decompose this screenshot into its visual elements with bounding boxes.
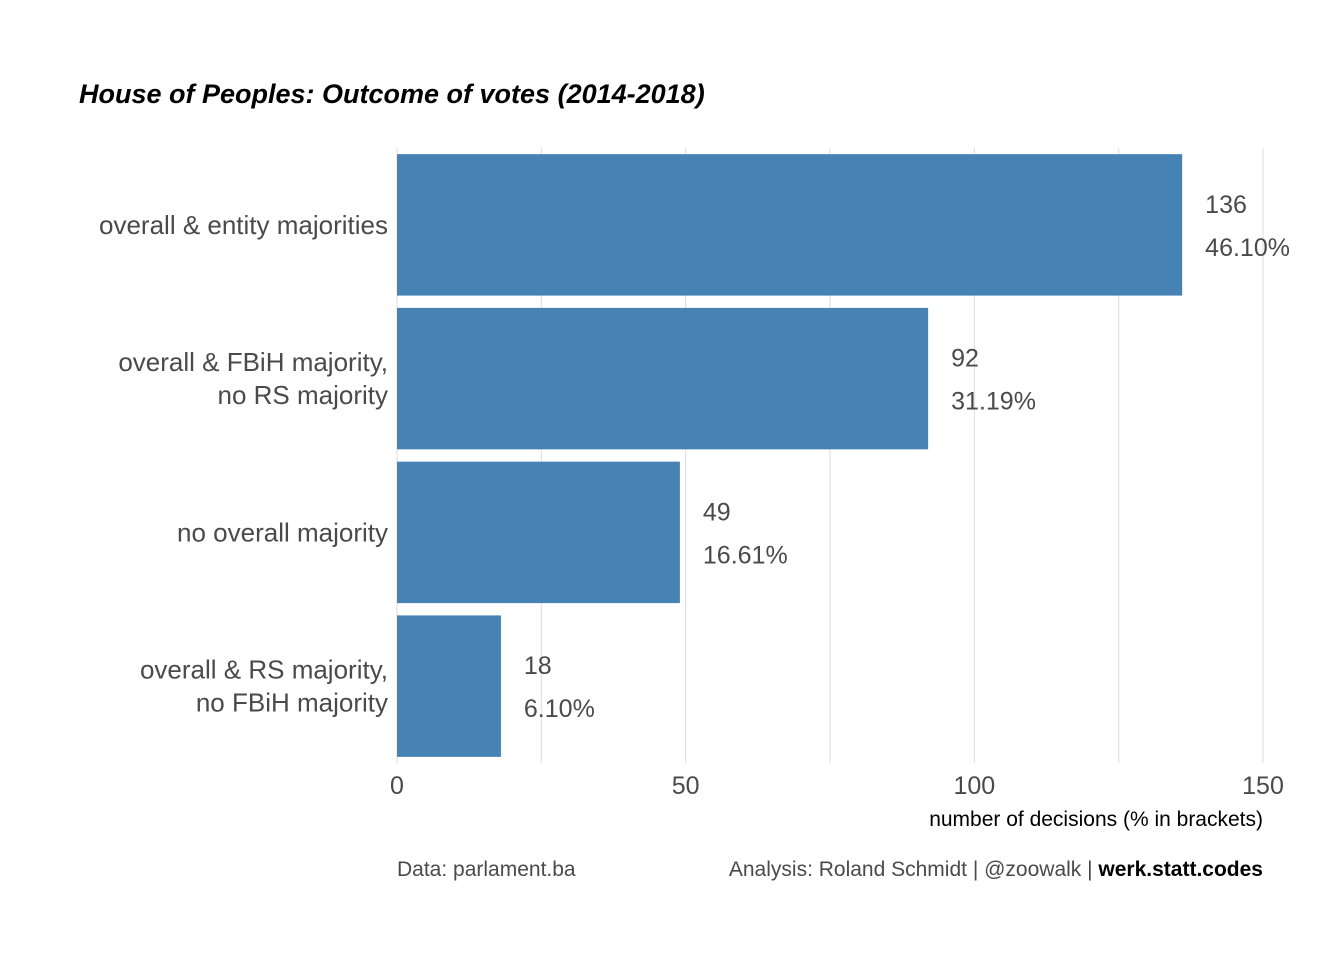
- bar-value-label: 49: [703, 498, 731, 526]
- category-label: no overall majority: [177, 517, 388, 547]
- x-tick-label: 100: [953, 772, 995, 800]
- bar: [397, 615, 501, 757]
- bar-percent-label: 6.10%: [524, 695, 595, 723]
- bar-value-label: 136: [1205, 191, 1247, 219]
- bars-layer: [397, 154, 1183, 757]
- x-tick-label: 50: [672, 772, 700, 800]
- x-axis-ticks: 0 50 100 150: [390, 772, 1284, 800]
- caption-analysis-prefix: Analysis: Roland Schmidt | @zoowalk |: [729, 858, 1099, 881]
- bar-percent-label: 46.10%: [1205, 234, 1290, 262]
- x-tick-label: 0: [390, 772, 404, 800]
- category-label: no FBiH majority: [196, 688, 388, 718]
- bar: [397, 154, 1183, 296]
- caption-analysis: Analysis: Roland Schmidt | @zoowalk | we…: [729, 858, 1263, 881]
- labels-layer: 136 46.10% overall & entity majorities 92 31…: [99, 191, 1290, 723]
- bar-percent-label: 16.61%: [703, 541, 788, 569]
- caption-source: Data: parlament.ba: [397, 858, 576, 881]
- x-axis-title: number of decisions (% in brackets): [929, 808, 1263, 831]
- bar-value-label: 18: [524, 652, 552, 680]
- x-tick-label: 150: [1242, 772, 1284, 800]
- category-label: no RS majority: [218, 380, 389, 410]
- category-label: overall & FBiH majority,: [118, 347, 388, 377]
- bar: [397, 307, 929, 450]
- bar: [397, 461, 680, 604]
- chart-title: House of Peoples: Outcome of votes (2014…: [79, 79, 705, 109]
- category-label: overall & entity majorities: [99, 210, 388, 240]
- caption-website: werk.statt.codes: [1097, 858, 1263, 881]
- category-label: overall & RS majority,: [140, 655, 388, 685]
- bar-value-label: 92: [951, 345, 979, 373]
- bar-percent-label: 31.19%: [951, 388, 1036, 416]
